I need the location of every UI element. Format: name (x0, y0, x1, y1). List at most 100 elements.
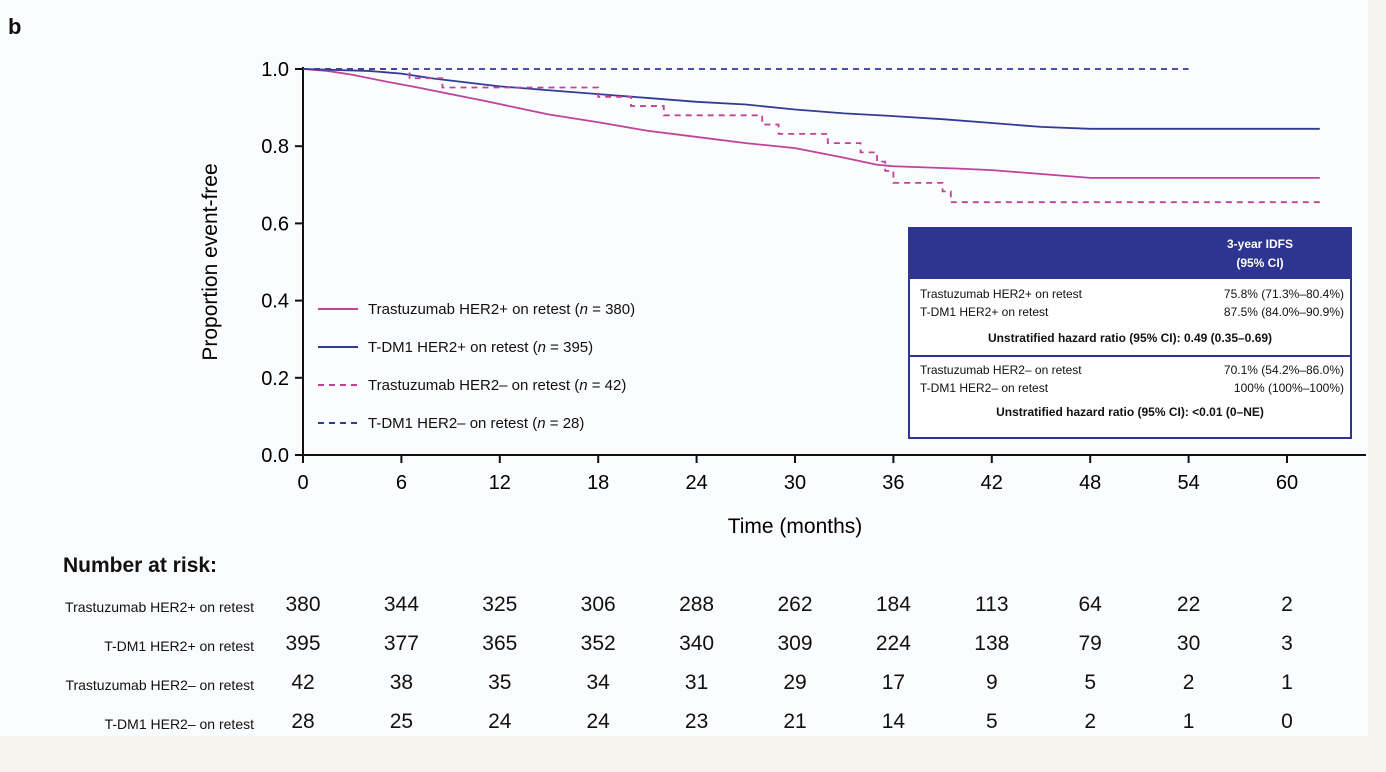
risk-count: 25 (389, 710, 414, 733)
risk-count: 380 (285, 593, 321, 616)
risk-count: 28 (291, 710, 315, 733)
risk-row-label: T-DM1 HER2– on retest (104, 716, 254, 732)
risk-count: 1 (1281, 671, 1293, 694)
risk-row-label: Trastuzumab HER2+ on retest (65, 599, 254, 615)
idfs-section-her2-positive: Trastuzumab HER2+ on retest 75.8% (71.3%… (910, 279, 1350, 355)
x-tick-label: 36 (882, 472, 904, 494)
risk-table-title: Number at risk: (63, 554, 218, 577)
y-tick-label: 0.8 (261, 136, 289, 158)
x-axis-label: Time (months) (728, 515, 863, 538)
risk-count: 2 (1084, 710, 1097, 733)
legend-item: Trastuzumab HER2+ on retest (n = 380) (318, 290, 758, 328)
idfs-section-her2-negative: Trastuzumab HER2– on retest 70.1% (54.2%… (910, 355, 1350, 433)
risk-count: 288 (679, 593, 715, 616)
y-axis-label: Proportion event-free (199, 163, 222, 360)
survival-curves (302, 68, 1320, 204)
risk-count: 309 (777, 632, 813, 655)
risk-count: 365 (482, 632, 518, 655)
km-curve-0 (302, 68, 1320, 179)
idfs-row: T-DM1 HER2+ on retest 87.5% (84.0%–90.9%… (920, 305, 1344, 319)
risk-count: 64 (1078, 593, 1102, 616)
idfs-summary-table: 3-year IDFS (95% CI) Trastuzumab HER2+ o… (908, 227, 1352, 439)
risk-count: 31 (684, 671, 709, 694)
x-tick-label: 0 (297, 472, 308, 494)
risk-count: 9 (985, 671, 998, 694)
legend-swatch-solid-pink (318, 308, 358, 310)
axes: 0.0 0.2 0.4 0.6 0.8 1.0 0 6 12 18 24 30 36 42 48 54 60 (261, 59, 1366, 494)
x-tick-label: 30 (784, 472, 806, 494)
risk-row-label: T-DM1 HER2+ on retest (104, 638, 254, 654)
risk-count: 2 (1281, 593, 1293, 616)
risk-count: 17 (881, 671, 906, 694)
y-tick-label: 0.0 (261, 445, 289, 467)
legend-label: Trastuzumab HER2+ on retest (n = 380) (368, 300, 636, 318)
idfs-header-ci: (95% CI) (1236, 256, 1284, 270)
idfs-row: Trastuzumab HER2– on retest 70.1% (54.2%… (920, 363, 1344, 377)
legend-label: T-DM1 HER2– on retest (n = 28) (368, 414, 585, 432)
risk-count: 262 (777, 593, 813, 616)
y-tick-label: 1.0 (261, 59, 289, 81)
risk-count: 0 (1281, 710, 1293, 733)
risk-count: 22 (1176, 593, 1201, 616)
legend-label: Trastuzumab HER2– on retest (n = 42) (368, 376, 627, 394)
risk-count: 42 (291, 671, 315, 694)
risk-count: 377 (383, 632, 419, 655)
risk-count: 79 (1078, 632, 1102, 655)
idfs-header-title: 3-year IDFS (1226, 237, 1294, 251)
risk-count: 5 (985, 710, 998, 733)
risk-count: 30 (1176, 632, 1201, 655)
risk-count: 344 (383, 593, 419, 616)
x-tick-label: 12 (489, 472, 511, 494)
risk-count: 24 (488, 710, 512, 733)
risk-count: 325 (482, 593, 518, 616)
risk-count: 24 (586, 710, 610, 733)
risk-count: 23 (684, 710, 709, 733)
x-tick-label: 18 (587, 472, 609, 494)
x-tick-label: 24 (685, 472, 707, 494)
legend-swatch-dashed-blue (318, 422, 358, 424)
risk-count: 395 (285, 632, 321, 655)
risk-count: 5 (1084, 671, 1097, 694)
risk-count: 306 (580, 593, 616, 616)
idfs-table-header: 3-year IDFS (95% CI) (910, 229, 1350, 279)
risk-row-label: Trastuzumab HER2– on retest (65, 677, 254, 693)
idfs-row: Trastuzumab HER2+ on retest 75.8% (71.3%… (920, 287, 1344, 301)
risk-count: 2 (1182, 671, 1195, 694)
legend-label: T-DM1 HER2+ on retest (n = 395) (368, 338, 594, 356)
y-tick-label: 0.6 (261, 213, 289, 235)
risk-count: 35 (488, 671, 512, 694)
panel-label: b (8, 14, 22, 39)
risk-count: 21 (783, 710, 807, 733)
hazard-ratio-her2-negative: Unstratified hazard ratio (95% CI): <0.0… (996, 405, 1264, 419)
km-curve-2 (303, 68, 1320, 204)
legend: Trastuzumab HER2+ on retest (n = 380) T-… (318, 290, 758, 442)
legend-item: T-DM1 HER2– on retest (n = 28) (318, 404, 758, 442)
risk-count: 14 (881, 710, 906, 733)
x-tick-label: 48 (1079, 472, 1101, 494)
risk-count: 1 (1182, 710, 1195, 733)
risk-count: 34 (586, 671, 610, 694)
x-tick-label: 6 (396, 472, 407, 494)
legend-swatch-solid-blue (318, 346, 358, 348)
risk-count: 184 (875, 593, 911, 616)
risk-count: 340 (679, 632, 715, 655)
y-tick-label: 0.2 (261, 368, 289, 390)
legend-swatch-dashed-pink (318, 384, 358, 386)
risk-count: 29 (783, 671, 807, 694)
x-tick-label: 54 (1177, 472, 1199, 494)
km-curve-1 (302, 68, 1320, 130)
legend-item: T-DM1 HER2+ on retest (n = 395) (318, 328, 758, 366)
legend-item: Trastuzumab HER2– on retest (n = 42) (318, 366, 758, 404)
risk-count: 138 (974, 632, 1010, 655)
risk-count: 113 (975, 593, 1009, 616)
risk-count: 224 (875, 632, 911, 655)
x-tick-label: 42 (981, 472, 1003, 494)
x-tick-label: 60 (1276, 472, 1298, 494)
risk-count: 352 (580, 632, 616, 655)
idfs-row: T-DM1 HER2– on retest 100% (100%–100%) (920, 381, 1344, 395)
risk-count: 3 (1281, 632, 1293, 655)
risk-count: 38 (389, 671, 414, 694)
hazard-ratio-her2-positive: Unstratified hazard ratio (95% CI): 0.49… (987, 331, 1273, 345)
y-tick-label: 0.4 (261, 291, 289, 313)
